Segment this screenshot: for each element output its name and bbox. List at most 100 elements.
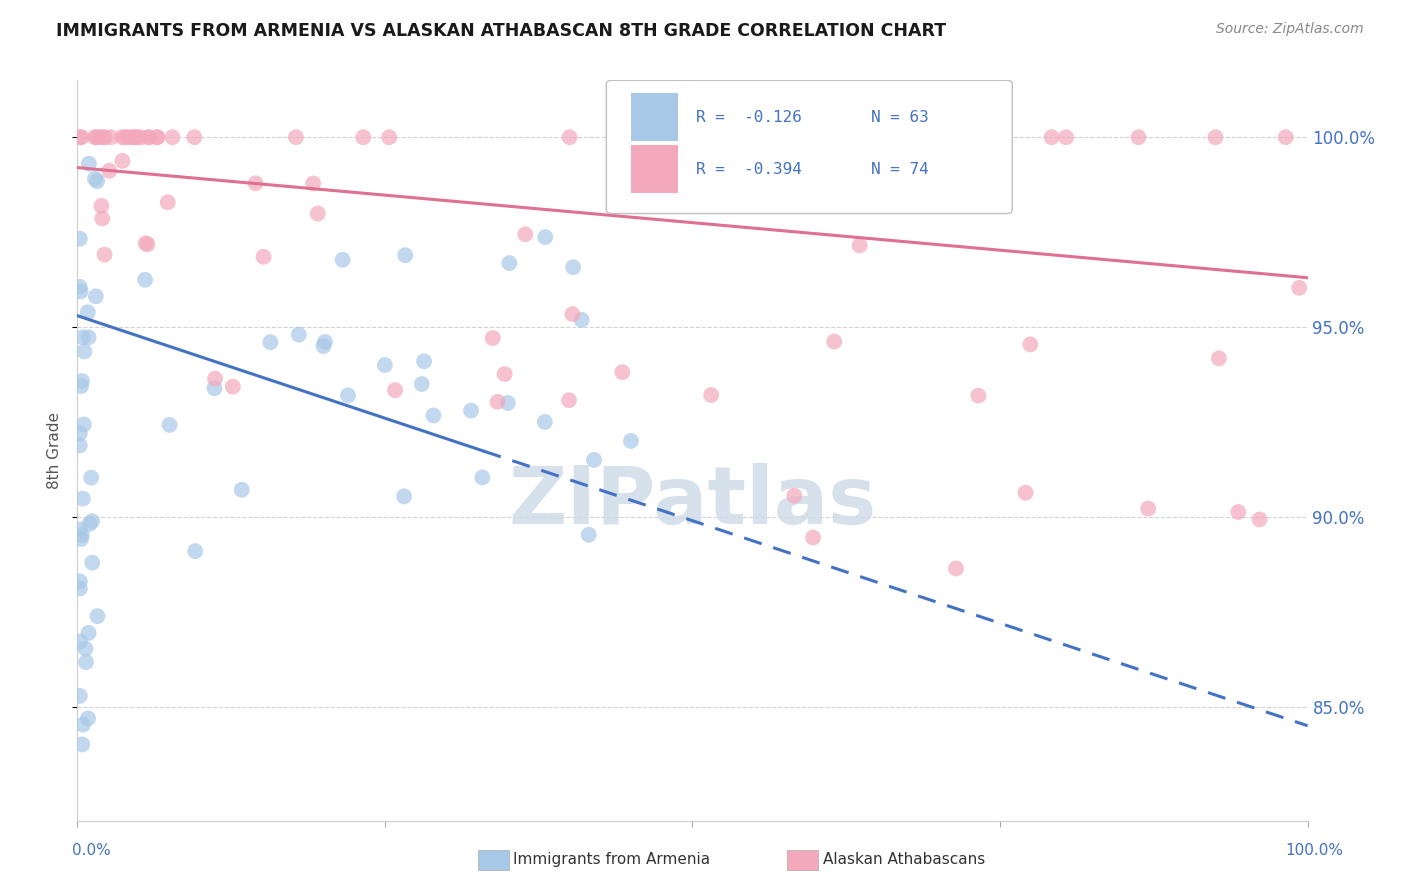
Point [94,130,117,145]
Point [471,470,494,484]
Text: IMMIGRANTS FROM ARMENIA VS ALASKAN ATHABASCAN 8TH GRADE CORRELATION CHART: IMMIGRANTS FROM ARMENIA VS ALASKAN ATHAB… [56,22,946,40]
Point [76,305,98,319]
Point [111,153,134,168]
Point [72,491,94,506]
Point [69,689,91,703]
Point [79,516,101,531]
Point [848,238,870,252]
Point [460,403,482,417]
Bar [631,145,678,194]
Point [498,256,520,270]
Point [138,130,160,145]
Point [98,163,121,178]
Y-axis label: 8th Grade: 8th Grade [46,412,62,489]
Text: Immigrants from Armenia: Immigrants from Armenia [513,853,710,867]
Point [288,327,311,342]
Point [231,483,253,497]
Point [378,130,401,145]
Point [749,130,772,145]
Point [352,130,374,145]
Point [138,130,160,145]
Point [77,330,100,344]
Point [84,130,107,145]
Point [69,280,91,294]
Point [70,528,93,542]
Point [1208,351,1230,366]
Point [84,171,107,186]
Point [422,409,444,423]
Point [245,176,267,190]
Point [1288,281,1310,295]
Text: R =  -0.126: R = -0.126 [696,110,801,125]
Text: N = 63: N = 63 [870,110,928,125]
Point [925,130,948,145]
Point [70,532,93,546]
Text: R =  -0.394: R = -0.394 [696,161,801,177]
Point [129,130,152,145]
Point [69,285,91,299]
Point [486,394,509,409]
Point [561,307,583,321]
Point [90,199,112,213]
Point [146,130,169,145]
Point [307,206,329,220]
Point [612,365,634,379]
Text: Alaskan Athabascans: Alaskan Athabascans [823,853,984,867]
Point [69,232,91,246]
Point [534,415,557,429]
Point [558,393,581,408]
Point [91,130,114,145]
Point [578,528,600,542]
Point [583,453,606,467]
Point [801,531,824,545]
Point [100,130,122,145]
Point [1014,485,1036,500]
Point [252,250,274,264]
Point [222,380,245,394]
Point [770,130,793,145]
Point [620,434,643,448]
Point [392,489,415,503]
Text: Source: ZipAtlas.com: Source: ZipAtlas.com [1216,22,1364,37]
Point [77,626,100,640]
Point [204,381,226,395]
Point [77,157,100,171]
Point [82,556,104,570]
FancyBboxPatch shape [606,80,1012,213]
Point [80,471,103,485]
Point [534,230,557,244]
Point [1249,512,1271,526]
Point [80,514,103,528]
Point [70,374,93,388]
Point [1128,130,1150,145]
Point [302,177,325,191]
Point [75,641,97,656]
Point [1040,130,1063,145]
Point [284,130,307,145]
Point [204,371,226,385]
Point [117,130,139,145]
Point [1137,501,1160,516]
Text: N = 74: N = 74 [870,161,928,177]
Point [162,130,184,145]
Point [73,417,96,432]
Point [945,561,967,575]
Point [159,417,181,432]
Point [411,377,433,392]
Point [636,130,658,145]
Point [337,388,360,402]
Point [558,130,581,145]
Point [72,330,94,344]
Point [384,383,406,397]
Point [804,130,827,145]
Point [967,389,990,403]
Point [69,438,91,452]
Point [1227,505,1250,519]
Point [77,711,100,725]
Point [135,236,157,251]
Point [481,331,503,345]
Point [86,609,108,624]
Point [1204,130,1226,145]
Point [124,130,146,145]
Point [127,130,149,145]
